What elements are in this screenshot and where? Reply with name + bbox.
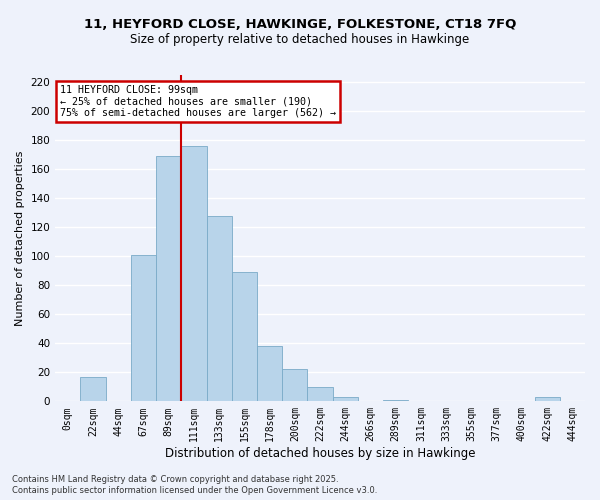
Bar <box>257 346 282 402</box>
X-axis label: Distribution of detached houses by size in Hawkinge: Distribution of detached houses by size … <box>165 447 475 460</box>
Bar <box>535 397 560 402</box>
Bar <box>307 387 332 402</box>
Text: Contains public sector information licensed under the Open Government Licence v3: Contains public sector information licen… <box>12 486 377 495</box>
Text: Size of property relative to detached houses in Hawkinge: Size of property relative to detached ho… <box>130 32 470 46</box>
Y-axis label: Number of detached properties: Number of detached properties <box>15 150 25 326</box>
Bar <box>181 146 206 402</box>
Text: 11 HEYFORD CLOSE: 99sqm
← 25% of detached houses are smaller (190)
75% of semi-d: 11 HEYFORD CLOSE: 99sqm ← 25% of detache… <box>61 85 337 118</box>
Text: 11, HEYFORD CLOSE, HAWKINGE, FOLKESTONE, CT18 7FQ: 11, HEYFORD CLOSE, HAWKINGE, FOLKESTONE,… <box>84 18 516 30</box>
Bar <box>232 272 257 402</box>
Bar <box>206 216 232 402</box>
Bar <box>156 156 181 402</box>
Bar <box>383 400 409 402</box>
Bar <box>80 376 106 402</box>
Text: Contains HM Land Registry data © Crown copyright and database right 2025.: Contains HM Land Registry data © Crown c… <box>12 475 338 484</box>
Bar <box>131 255 156 402</box>
Bar <box>332 397 358 402</box>
Bar <box>282 370 307 402</box>
